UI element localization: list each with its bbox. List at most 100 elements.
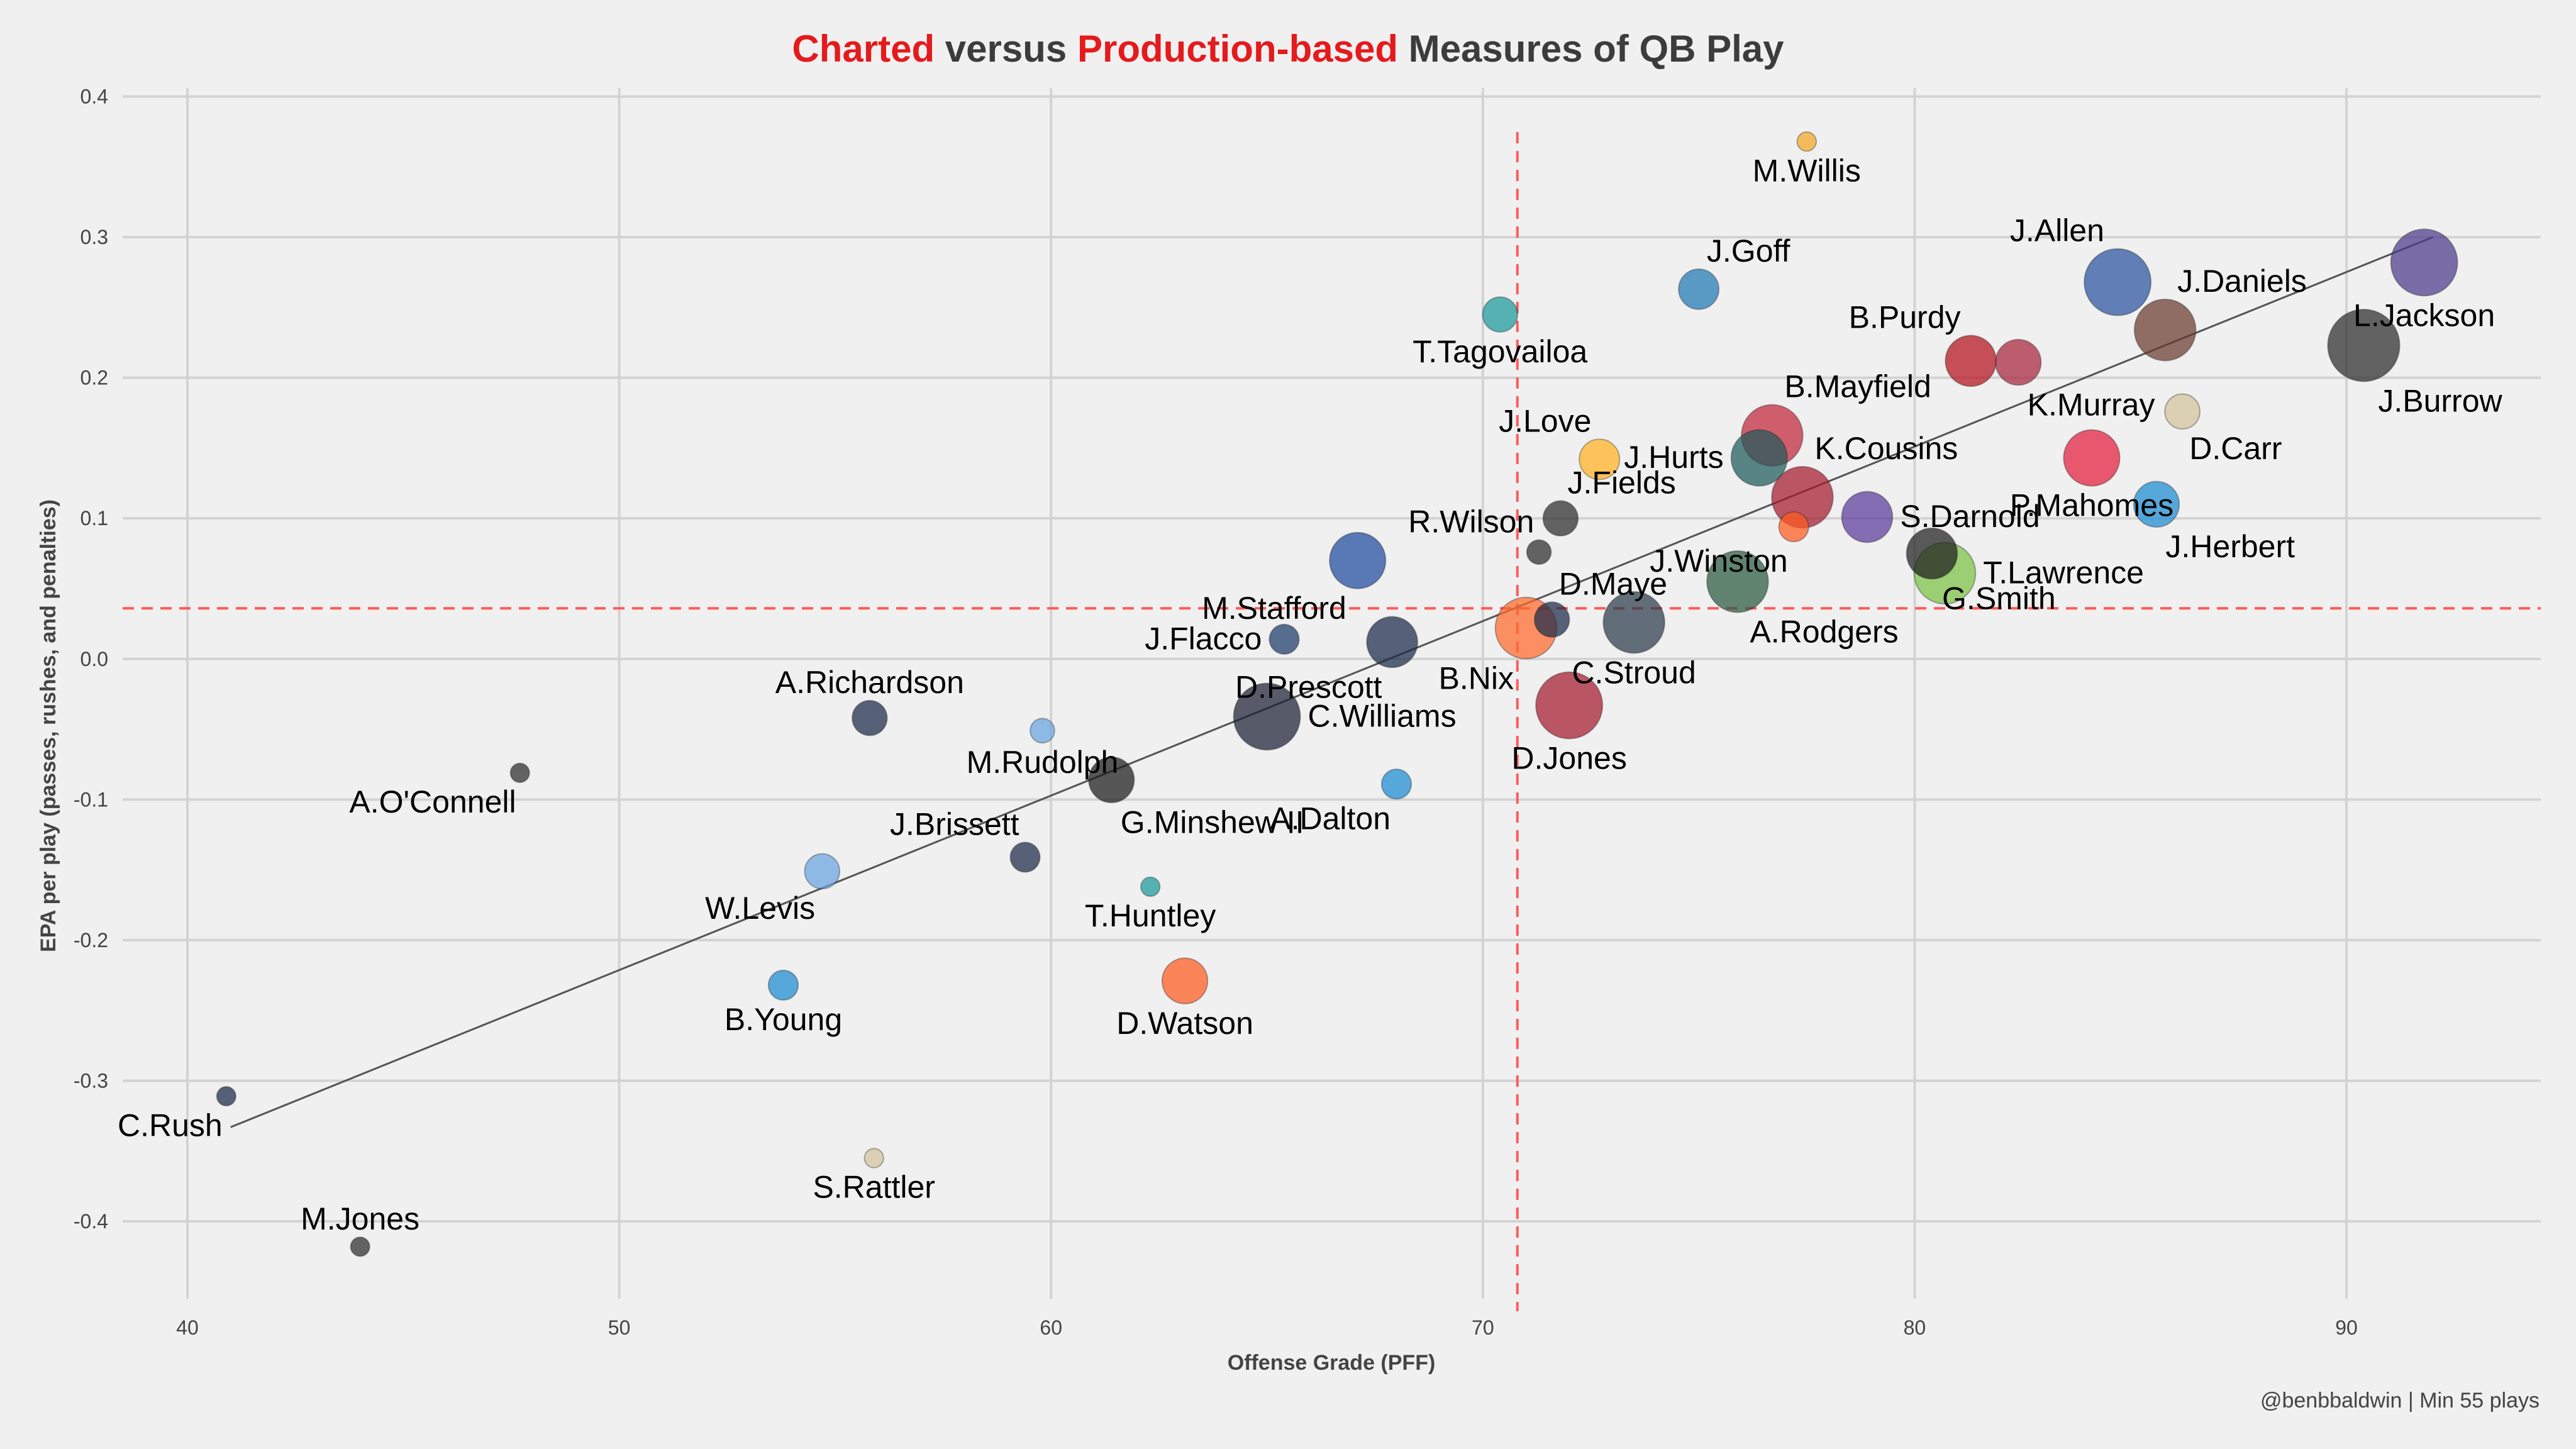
x-axis-label: Offense Grade (PFF) <box>1228 1351 1436 1375</box>
point-label: J.Love <box>1499 403 1591 438</box>
data-point <box>1542 500 1579 537</box>
point-label: J.Daniels <box>2177 264 2307 299</box>
point-label: J.Goff <box>1707 233 1790 269</box>
data-points <box>216 131 2458 1257</box>
data-point <box>852 699 888 736</box>
x-tick-label: 60 <box>1040 1316 1062 1339</box>
point-label: J.Winston <box>1650 543 1788 579</box>
data-point <box>2133 298 2197 362</box>
point-label: S.Darnold <box>1900 499 2040 534</box>
x-tick-label: 70 <box>1472 1316 1494 1339</box>
y-tick-label: -0.2 <box>74 929 108 952</box>
point-label: T.Huntley <box>1085 898 1216 933</box>
title-part-1: versus <box>935 28 1077 70</box>
data-point <box>2084 248 2152 316</box>
y-tick-label: 0.0 <box>80 648 108 670</box>
grid <box>123 88 2541 1299</box>
data-point <box>1730 429 1788 487</box>
point-label: L.Jackson <box>2353 297 2495 333</box>
data-point <box>1233 682 1301 751</box>
data-point <box>1678 268 1720 310</box>
point-label: A.Dalton <box>1270 801 1391 836</box>
reference-lines <box>123 132 2541 1311</box>
data-point <box>1535 671 1604 740</box>
y-tick-label: 0.4 <box>80 86 108 108</box>
data-point <box>1030 718 1055 744</box>
point-label: K.Murray <box>2028 387 2155 422</box>
point-label: D.Prescott <box>1235 669 1382 704</box>
data-point <box>1533 601 1570 638</box>
x-tick-label: 40 <box>176 1316 199 1339</box>
data-point <box>1526 539 1552 565</box>
data-point <box>1579 438 1621 480</box>
data-point <box>767 969 799 1001</box>
y-axis-ticks: -0.4 -0.3 -0.2 -0.1 0.0 0.1 0.2 0.3 0.4 <box>74 86 108 1233</box>
y-tick-label: 0.1 <box>80 507 108 530</box>
point-label: M.Rudolph <box>967 745 1119 780</box>
y-tick-label: 0.2 <box>80 367 108 389</box>
data-point <box>2390 228 2458 297</box>
data-point <box>2063 429 2121 487</box>
data-point <box>1269 623 1300 655</box>
data-point <box>863 1148 884 1169</box>
point-label: J.Fields <box>1568 465 1676 500</box>
point-label: G.Smith <box>1942 581 2056 616</box>
x-tick-label: 50 <box>608 1316 631 1339</box>
point-label: A.O'Connell <box>349 784 516 819</box>
x-tick-label: 90 <box>2335 1316 2358 1339</box>
data-point <box>2133 480 2180 528</box>
point-label: K.Cousins <box>1814 431 1958 466</box>
data-point <box>2164 393 2201 430</box>
point-label: J.Allen <box>2010 213 2104 248</box>
title-part-2: Production-based <box>1077 28 1398 70</box>
y-axis-label: EPA per play (passes, rushes, and penalt… <box>36 499 60 952</box>
point-label: C.Williams <box>1308 698 1457 733</box>
data-point <box>1778 511 1809 543</box>
chart-title: Charted versus Production-based Measures… <box>792 28 1784 70</box>
point-label: B.Purdy <box>1849 299 1961 335</box>
point-label: C.Rush <box>118 1108 223 1143</box>
point-label: P.Mahomes <box>2010 488 2174 523</box>
point-label: M.Willis <box>1753 153 1861 188</box>
data-point <box>1945 335 1997 387</box>
point-labels: M.Willis J.Goff T.Tagovailoa J.Allen L.Jacks… <box>118 153 2503 1236</box>
point-label: T.Lawrence <box>1983 555 2144 590</box>
point-label: M.Jones <box>301 1201 419 1236</box>
data-point <box>2327 309 2401 382</box>
point-label: J.Flacco <box>1145 621 1262 656</box>
point-label: W.Levis <box>705 891 815 926</box>
point-label: B.Young <box>724 1002 842 1037</box>
point-label: D.Carr <box>2189 431 2282 466</box>
data-point <box>350 1236 370 1257</box>
data-point <box>1140 876 1161 897</box>
point-label: G.Minshew II <box>1121 804 1304 840</box>
caption: @benbbaldwin | Min 55 plays <box>2260 1389 2540 1413</box>
data-point <box>1088 756 1135 804</box>
data-point <box>1841 491 1894 543</box>
data-point <box>1009 841 1041 873</box>
point-label: J.Burrow <box>2378 383 2502 418</box>
data-point <box>1161 957 1209 1004</box>
data-point <box>1366 616 1419 669</box>
point-label: D.Maye <box>1559 566 1667 601</box>
y-tick-label: -0.1 <box>74 788 108 811</box>
data-point <box>509 762 530 784</box>
point-label: S.Rattler <box>813 1170 935 1205</box>
point-label: M.Stafford <box>1202 591 1346 626</box>
x-tick-label: 80 <box>1904 1316 1926 1339</box>
data-point <box>1995 338 2042 386</box>
point-label: D.Jones <box>1511 741 1626 776</box>
y-tick-label: 0.3 <box>80 226 108 248</box>
point-label: R.Wilson <box>1408 504 1534 539</box>
data-point <box>1906 527 1958 580</box>
title-part-3: Measures of QB Play <box>1398 28 1784 70</box>
point-label: A.Rodgers <box>1750 614 1898 650</box>
point-label: T.Tagovailoa <box>1413 334 1587 369</box>
data-point <box>216 1085 236 1107</box>
point-label: A.Richardson <box>775 665 964 700</box>
data-point <box>804 853 841 890</box>
point-label: B.Mayfield <box>1784 369 1931 404</box>
data-point <box>1602 591 1665 654</box>
y-tick-label: -0.4 <box>74 1210 108 1233</box>
